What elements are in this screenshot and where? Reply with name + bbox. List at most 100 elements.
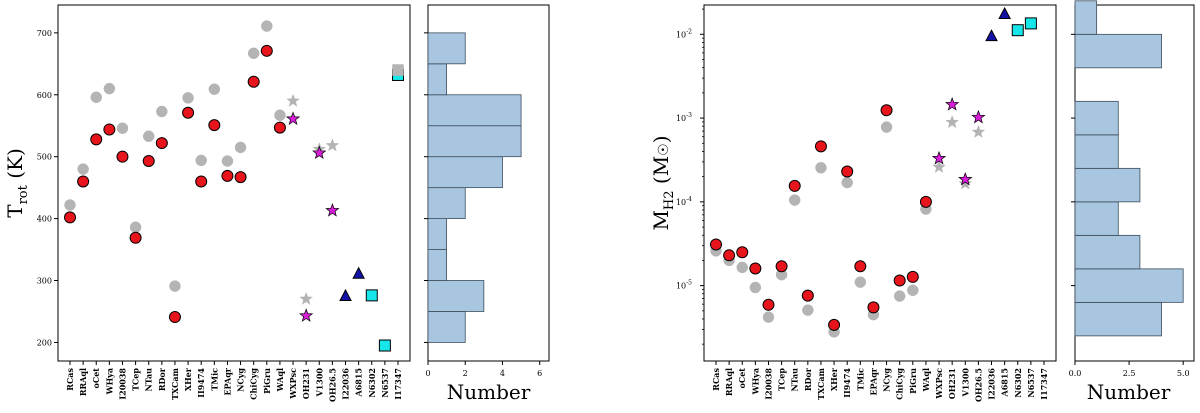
data-point-star xyxy=(299,291,314,305)
data-point-circle xyxy=(90,133,103,146)
data-point-star xyxy=(312,145,327,160)
data-point-circle xyxy=(907,284,919,297)
data-point-circle xyxy=(854,276,867,288)
category-label: RDor xyxy=(157,367,167,391)
data-point-star xyxy=(958,171,973,186)
category-label: NCyg xyxy=(236,368,246,392)
category-label: OH231 xyxy=(301,368,311,399)
data-point-square xyxy=(1011,24,1024,37)
category-label: I20038 xyxy=(763,368,773,400)
data-point-circle xyxy=(775,260,788,273)
data-point-circle xyxy=(801,289,814,302)
category-label: I20038 xyxy=(117,368,127,400)
x-tick-label: 2.5 xyxy=(1123,369,1136,378)
data-point-circle xyxy=(208,83,221,95)
category-label: WXPsc xyxy=(288,368,298,400)
category-label: V1300 xyxy=(314,368,324,398)
data-point-circle xyxy=(221,155,234,167)
data-point-circle xyxy=(749,281,762,294)
category-label: TMic xyxy=(855,368,865,391)
data-point-circle xyxy=(788,194,801,206)
category-label: RRAql xyxy=(724,368,734,396)
x-tick-label: 5.0 xyxy=(1177,369,1190,378)
category-label: NCyg xyxy=(882,368,892,392)
category-label: N6302 xyxy=(1013,368,1023,398)
histogram-bar xyxy=(427,280,485,312)
category-label: EPAqr xyxy=(222,367,232,395)
category-label: RCas xyxy=(711,368,721,391)
data-point-circle xyxy=(155,137,168,150)
data-point-circle xyxy=(195,175,208,188)
histogram-bar xyxy=(1074,0,1098,35)
histogram-bar xyxy=(427,125,522,158)
x-axis-title: Number xyxy=(1087,380,1171,404)
data-point-circle xyxy=(854,260,867,273)
mh2-ylabel: MH2 (M☉) xyxy=(649,135,677,230)
category-label: A6815 xyxy=(354,368,364,397)
data-point-circle xyxy=(221,169,234,182)
category-label: WAql xyxy=(275,368,285,392)
data-point-star xyxy=(285,111,301,126)
category-label: II9474 xyxy=(842,368,852,398)
category-label: RRAql xyxy=(78,368,88,396)
trot-scatter-frame xyxy=(57,4,411,362)
category-label: NTau xyxy=(144,368,154,392)
category-label: I17347 xyxy=(1039,368,1049,400)
data-point-circle xyxy=(762,311,775,323)
data-point-circle xyxy=(841,165,854,178)
data-point-circle xyxy=(103,82,116,95)
data-point-circle xyxy=(260,44,273,57)
data-point-circle xyxy=(274,109,286,121)
histogram-bar xyxy=(1074,134,1119,169)
category-label: NTau xyxy=(790,368,800,392)
x-tick-label: 2 xyxy=(463,369,468,378)
category-label: RCas xyxy=(65,368,75,391)
category-label: TXCam xyxy=(816,367,826,400)
data-point-circle xyxy=(77,175,90,188)
trot-ylabel: Trot (K) xyxy=(3,148,31,218)
data-point-circle xyxy=(234,171,247,184)
category-label: TXCam xyxy=(170,367,180,400)
data-point-circle xyxy=(64,199,76,211)
x-tick-label: 0.0 xyxy=(1069,369,1082,378)
category-label: WHya xyxy=(104,368,114,395)
data-point-square xyxy=(392,64,404,76)
y-tick-label: 600 xyxy=(37,91,52,100)
category-label: PiGru xyxy=(262,368,272,394)
data-point-circle xyxy=(723,249,736,262)
data-point-star xyxy=(299,308,314,322)
data-point-circle xyxy=(919,195,932,208)
category-label: ChiCyg xyxy=(249,368,259,400)
y-tick-label: 200 xyxy=(37,338,52,347)
data-point-circle xyxy=(103,123,116,136)
data-point-circle xyxy=(142,155,155,168)
data-point-circle xyxy=(273,121,286,134)
category-label: WXPsc xyxy=(934,368,944,400)
x-tick-label: 0 xyxy=(425,369,430,378)
y-tick-label: 10-4 xyxy=(676,196,692,207)
data-point-circle xyxy=(247,47,260,60)
histogram-bar xyxy=(1074,167,1141,203)
histogram-bar xyxy=(1074,100,1119,136)
data-point-circle xyxy=(893,290,906,302)
y-tick-label: 10-5 xyxy=(676,280,692,291)
data-point-circle xyxy=(815,162,827,174)
category-label: WAql xyxy=(921,368,931,392)
category-label: N6537 xyxy=(380,368,390,398)
data-point-star xyxy=(286,93,300,107)
data-point-circle xyxy=(169,280,181,292)
data-point-circle xyxy=(906,270,919,283)
data-point-circle xyxy=(182,92,194,104)
category-label: OH26.5 xyxy=(973,368,983,402)
category-label: RDor xyxy=(803,367,813,391)
category-label: I22036 xyxy=(987,368,997,400)
data-point-circle xyxy=(64,211,76,224)
data-point-circle xyxy=(710,238,722,251)
data-point-circle xyxy=(261,20,273,32)
data-point-star xyxy=(945,115,960,129)
x-tick-label: 6 xyxy=(537,369,542,378)
data-point-circle xyxy=(247,75,260,88)
data-point-circle xyxy=(90,91,102,104)
histogram-bar xyxy=(1074,33,1162,69)
